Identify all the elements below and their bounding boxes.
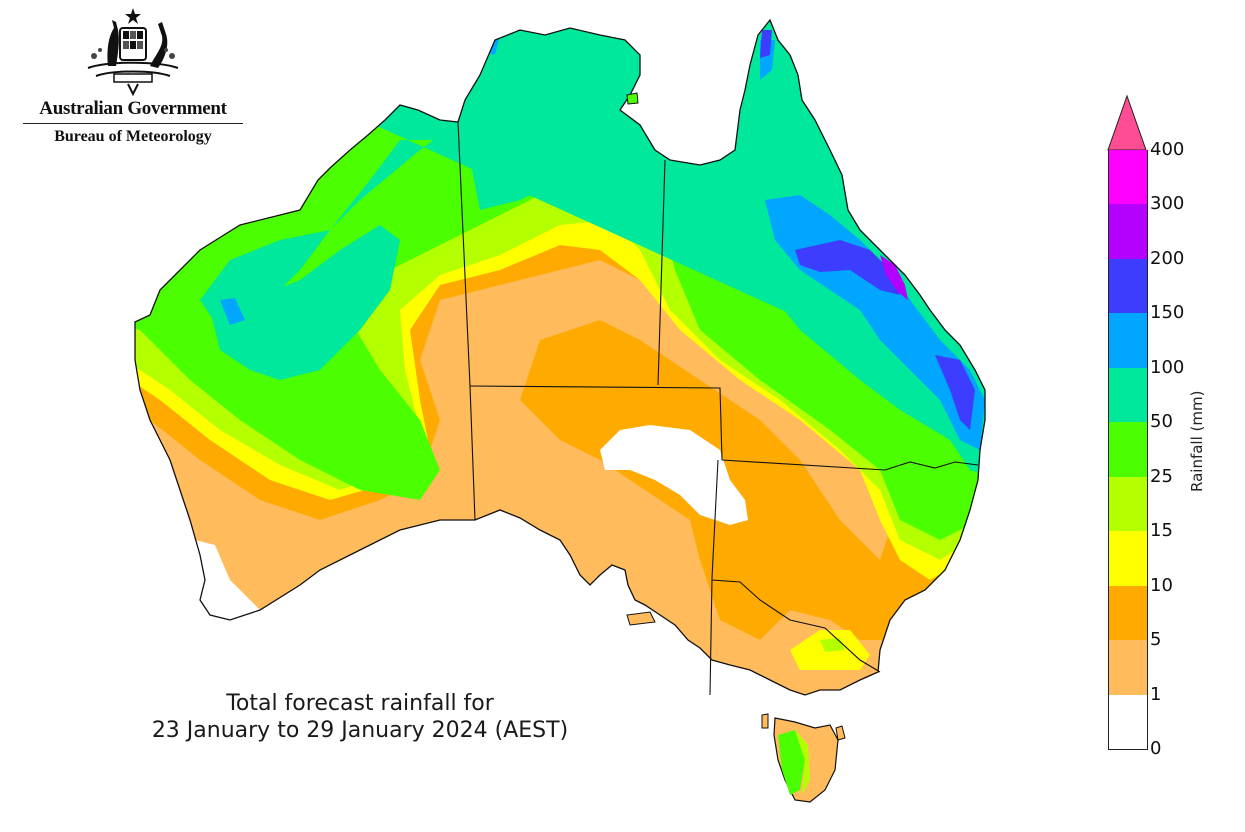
- colorbar-tick: 50: [1150, 411, 1173, 432]
- colorbar-bin-150-200: [1108, 259, 1148, 313]
- colorbar-bin-1-5: [1108, 640, 1148, 695]
- bom-logo: Australian Government Bureau of Meteorol…: [18, 6, 248, 166]
- colorbar-tick: 15: [1150, 520, 1173, 541]
- logo-divider: [23, 123, 243, 124]
- colorbar-bin-5-10: [1108, 586, 1148, 640]
- colorbar-bin-10-15: [1108, 531, 1148, 586]
- colorbar-tick: 100: [1150, 357, 1185, 378]
- coat-of-arms-icon: [87, 8, 179, 96]
- agency-name: Bureau of Meteorology: [54, 128, 212, 145]
- map-caption: Total forecast rainfall for 23 January t…: [100, 690, 620, 744]
- colorbar-tick: 200: [1150, 248, 1185, 269]
- colorbar-bin-50-100: [1108, 368, 1148, 422]
- colorbar-tick: 10: [1150, 575, 1173, 596]
- colorbar-tick: 400: [1150, 139, 1185, 160]
- colorbar-tick: 300: [1150, 193, 1185, 214]
- caption-line-1: Total forecast rainfall for: [226, 691, 494, 716]
- colorbar-bin-100-150: [1108, 313, 1148, 368]
- colorbar-bin-300-400: [1108, 150, 1148, 204]
- colorbar-tick: 25: [1150, 466, 1173, 487]
- colorbar-tick: 150: [1150, 302, 1185, 323]
- state-borders: [457, 121, 979, 696]
- government-name: Australian Government: [39, 98, 227, 119]
- colorbar-bin-200-300: [1108, 204, 1148, 259]
- colorbar-title: Rainfall (mm): [1188, 390, 1206, 492]
- colorbar-bin-0-1: [1108, 695, 1148, 750]
- colorbar-tick: 0: [1150, 738, 1162, 759]
- colorbar-bin-25-50: [1108, 422, 1148, 477]
- rainfall-colorbar: 400 300 200 150 100 50 25 15 10 5 1 0 Ra…: [1100, 90, 1245, 770]
- caption-line-2: 23 January to 29 January 2024 (AEST): [151, 718, 569, 743]
- colorbar-bin-15-25: [1108, 477, 1148, 531]
- colorbar-tick: 1: [1150, 684, 1162, 705]
- colorbar-tick: 5: [1150, 629, 1162, 650]
